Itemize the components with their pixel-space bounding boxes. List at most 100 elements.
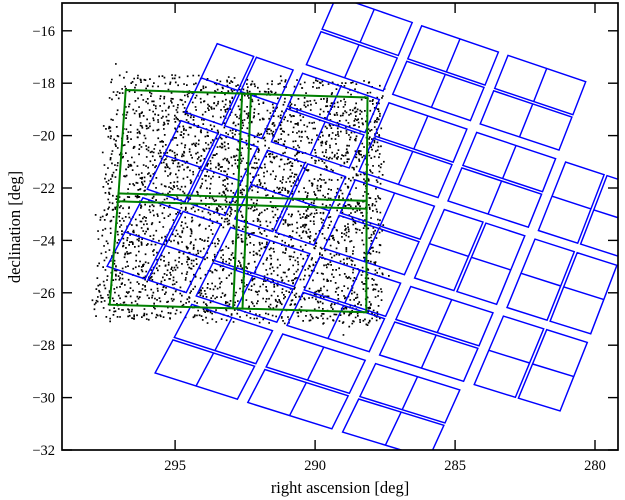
green-field-square xyxy=(236,92,369,210)
ccd-outline xyxy=(270,107,365,169)
channel-divider xyxy=(288,382,307,416)
channel-divider xyxy=(413,115,429,150)
ccd-outline xyxy=(479,89,573,152)
green-field-square xyxy=(232,195,368,314)
kepler-module xyxy=(537,161,618,257)
green-field-square xyxy=(108,192,249,310)
axes-layer xyxy=(61,2,619,451)
ccd-outline xyxy=(213,226,311,288)
kepler-module xyxy=(106,196,222,294)
ccd-outline xyxy=(146,119,219,203)
ccd-outline xyxy=(322,214,420,276)
kepler-module xyxy=(285,256,402,353)
channel-divider xyxy=(488,349,530,364)
y-tick-label: −18 xyxy=(32,76,55,92)
ccd-outline xyxy=(305,30,399,92)
channel-divider xyxy=(436,299,453,333)
y-axis-label: declination [deg] xyxy=(5,170,24,283)
channel-divider xyxy=(397,151,414,185)
x-tick-label: 285 xyxy=(444,458,466,474)
kepler-module xyxy=(246,333,367,430)
ccd-outline xyxy=(321,3,414,57)
ccd-outline xyxy=(413,208,484,292)
channel-divider xyxy=(214,317,233,351)
ccd-outline xyxy=(106,196,182,280)
ccd-outline xyxy=(184,42,255,126)
ccd-outline xyxy=(517,328,589,412)
channel-divider xyxy=(325,86,342,120)
kepler-module xyxy=(270,72,381,169)
ccd-outline xyxy=(394,285,494,347)
ccd-outline xyxy=(246,368,350,430)
channel-divider xyxy=(164,154,202,169)
kepler-module xyxy=(447,131,557,229)
channel-divider xyxy=(309,121,326,156)
ccd-outline xyxy=(286,72,381,134)
channel-divider xyxy=(563,286,605,301)
channel-divider xyxy=(551,195,592,210)
kepler-module xyxy=(154,303,274,401)
channel-divider xyxy=(532,363,575,378)
channel-divider xyxy=(533,68,548,102)
channel-divider xyxy=(165,245,204,259)
channel-divider xyxy=(251,183,290,198)
channel-divider xyxy=(420,334,437,369)
channel-divider xyxy=(201,77,239,92)
ccd-outline xyxy=(195,261,295,324)
ccd-outline xyxy=(473,315,545,399)
channel-divider xyxy=(520,272,562,287)
y-tick-label: −32 xyxy=(32,443,55,459)
plot-frame xyxy=(61,2,619,451)
channel-divider xyxy=(445,38,461,73)
ccd-outline xyxy=(549,251,618,335)
y-tick-label: −26 xyxy=(32,286,55,302)
ccd-outline xyxy=(373,101,468,164)
channel-divider xyxy=(124,231,164,246)
channel-divider xyxy=(384,411,402,446)
x-tick-label: 295 xyxy=(164,458,186,474)
ccd-outline xyxy=(358,362,461,424)
ccd-outline xyxy=(537,161,606,245)
kepler-module xyxy=(305,3,414,92)
ccd-outline xyxy=(447,167,543,229)
channel-divider xyxy=(593,209,618,219)
y-tick-label: −30 xyxy=(32,391,55,407)
y-tick-label: −16 xyxy=(32,24,55,40)
channel-divider xyxy=(253,240,271,274)
kepler-module xyxy=(146,119,259,217)
ccd-outline xyxy=(186,133,259,217)
channel-divider xyxy=(379,192,396,227)
channel-divider xyxy=(343,44,360,79)
channel-divider xyxy=(487,180,503,215)
kepler-module xyxy=(341,362,461,450)
ccd-outline xyxy=(173,303,274,365)
y-tick-label: −22 xyxy=(32,181,55,197)
channel-divider xyxy=(401,376,419,411)
channel-divider xyxy=(501,145,517,179)
kepler-module xyxy=(473,315,589,412)
kepler-module xyxy=(413,208,526,306)
kepler-module xyxy=(506,238,618,335)
ccd-outline xyxy=(223,56,295,140)
kepler-module xyxy=(479,54,587,152)
ccd-outline xyxy=(303,256,402,318)
ccd-outline xyxy=(341,398,445,450)
x-axis-label: right ascension [deg] xyxy=(270,478,410,497)
ccd-outline xyxy=(146,210,222,294)
kepler-module xyxy=(358,101,468,199)
ccd-outline xyxy=(391,60,485,122)
y-tick-label: −20 xyxy=(32,129,55,145)
kepler-module xyxy=(391,24,500,122)
x-tick-label: 290 xyxy=(304,458,326,474)
y-tick-label: −28 xyxy=(32,338,55,354)
channel-divider xyxy=(518,103,534,138)
kepler-module xyxy=(378,285,494,383)
channel-divider xyxy=(306,346,325,381)
ccd-outline xyxy=(506,238,576,322)
ccd-outline xyxy=(461,131,557,193)
channel-divider xyxy=(359,9,375,43)
x-tick-label: 280 xyxy=(584,458,606,474)
ccd-outline xyxy=(265,333,367,395)
channel-divider xyxy=(235,275,254,310)
